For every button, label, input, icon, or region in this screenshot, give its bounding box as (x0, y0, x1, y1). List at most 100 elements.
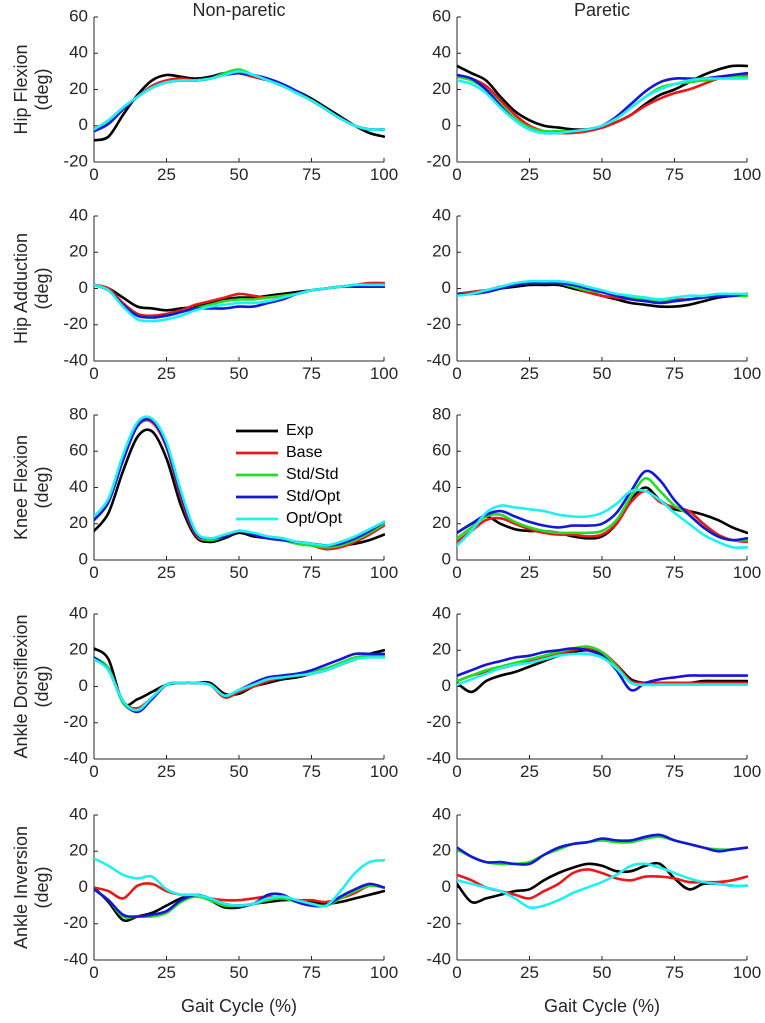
x-tick-label: 0 (452, 165, 461, 184)
x-tick-label: 100 (370, 364, 398, 383)
x-tick-label: 50 (593, 963, 612, 982)
x-tick-label: 100 (733, 563, 761, 582)
x-tick-label: 50 (593, 563, 612, 582)
series-line-opt-opt (94, 656, 385, 712)
y-tick-label: -20 (426, 314, 451, 333)
x-tick-label: 75 (302, 762, 321, 781)
x-tick-label: 50 (230, 563, 249, 582)
y-tick-label: 0 (442, 877, 451, 896)
series-line-exp (457, 64, 748, 131)
x-tick-label: 75 (665, 563, 684, 582)
y-axis-label-row-3-line-2: (deg) (32, 466, 52, 508)
x-tick-label: 75 (302, 364, 321, 383)
x-tick-label: 100 (370, 165, 398, 184)
series-line-opt-opt (94, 415, 385, 547)
y-tick-label: 80 (69, 404, 88, 423)
x-tick-label: 25 (157, 762, 176, 781)
y-tick-label: 0 (442, 278, 451, 297)
series-group (94, 281, 385, 323)
y-tick-label: -20 (426, 913, 451, 932)
x-tick-label: 25 (157, 963, 176, 982)
y-tick-label: 0 (442, 115, 451, 134)
y-tick-label: -40 (426, 350, 451, 369)
y-tick-label: 20 (432, 640, 451, 659)
series-line-std-std (457, 835, 748, 866)
y-tick-label: 60 (432, 6, 451, 25)
y-tick-label: 40 (69, 477, 88, 496)
y-axis-label-row-4-line-2: (deg) (32, 665, 52, 707)
y-tick-label: 60 (432, 441, 451, 460)
y-tick-label: 0 (442, 549, 451, 568)
series-line-std-opt (94, 71, 385, 133)
x-tick-label: 75 (665, 364, 684, 383)
y-tick-label: 40 (69, 603, 88, 622)
y-tick-label: 80 (432, 404, 451, 423)
column-title-nonparetic: Non-paretic (192, 0, 285, 20)
y-tick-label: 60 (69, 441, 88, 460)
series-line-opt-opt (457, 279, 748, 301)
y-tick-label: 0 (79, 115, 88, 134)
series-line-std-std (457, 477, 748, 542)
x-tick-label: 50 (230, 762, 249, 781)
y-tick-label: 40 (69, 205, 88, 224)
y-tick-label: 40 (69, 43, 88, 62)
x-tick-label: 25 (520, 364, 539, 383)
x-tick-label: 100 (733, 963, 761, 982)
x-tick-label: 50 (230, 963, 249, 982)
x-tick-label: 25 (520, 762, 539, 781)
x-tick-label: 0 (452, 963, 461, 982)
x-tick-label: 100 (733, 762, 761, 781)
x-tick-label: 100 (370, 563, 398, 582)
series-group (457, 645, 748, 694)
y-tick-label: -40 (63, 350, 88, 369)
y-tick-label: 20 (69, 79, 88, 98)
panel-paretic-row-4: -40 -20 0 20 40 0 25 50 75 100 (426, 603, 761, 781)
y-tick-label: 40 (69, 804, 88, 823)
x-tick-label: 0 (89, 563, 98, 582)
y-tick-label: 20 (432, 242, 451, 261)
y-tick-label: 20 (69, 242, 88, 261)
x-tick-label: 0 (452, 364, 461, 383)
series-line-opt-opt (457, 488, 748, 549)
series-line-opt-opt (94, 70, 385, 131)
panel-nonparetic-row-2: -40 -20 0 20 40 0 25 50 75 100 (63, 205, 398, 383)
y-tick-label: 40 (432, 603, 451, 622)
x-tick-label: 0 (89, 364, 98, 383)
series-line-base (94, 71, 385, 131)
y-tick-label: -40 (426, 748, 451, 767)
legend-label-base: Base (286, 444, 323, 461)
x-tick-label: 100 (733, 364, 761, 383)
y-tick-label: 60 (69, 6, 88, 25)
panel-nonparetic-row-4: -40 -20 0 20 40 0 25 50 75 100 (63, 603, 398, 781)
series-group (94, 68, 385, 142)
series-group (457, 279, 748, 309)
y-tick-label: 0 (79, 549, 88, 568)
y-tick-label: 40 (432, 477, 451, 496)
x-tick-label: 100 (733, 165, 761, 184)
y-tick-label: -40 (426, 949, 451, 968)
x-tick-label: 25 (520, 563, 539, 582)
x-tick-label: 50 (593, 364, 612, 383)
series-line-std-std (457, 645, 748, 687)
x-tick-label: 75 (665, 165, 684, 184)
y-tick-label: -20 (426, 151, 451, 170)
series-group (94, 647, 385, 714)
y-tick-label: 40 (432, 43, 451, 62)
y-tick-label: 20 (69, 513, 88, 532)
series-group (457, 833, 748, 910)
legend-label-exp: Exp (286, 422, 314, 439)
x-tick-label: 0 (452, 762, 461, 781)
legend-label-std-std: Std/Std (286, 466, 338, 483)
x-tick-label: 75 (665, 762, 684, 781)
y-axis-label-row-1-line-2: (deg) (32, 68, 52, 110)
series-line-exp (94, 647, 385, 707)
legend-label-std-opt: Std/Opt (286, 488, 341, 505)
panel-paretic-row-5: -40 -20 0 20 40 0 25 50 75 100 (426, 804, 761, 982)
series-line-opt-opt (457, 652, 748, 687)
x-tick-label: 50 (230, 364, 249, 383)
series-line-std-opt (457, 469, 748, 542)
series-group (457, 469, 748, 549)
series-line-exp (94, 428, 385, 548)
series-line-std-opt (457, 281, 748, 305)
